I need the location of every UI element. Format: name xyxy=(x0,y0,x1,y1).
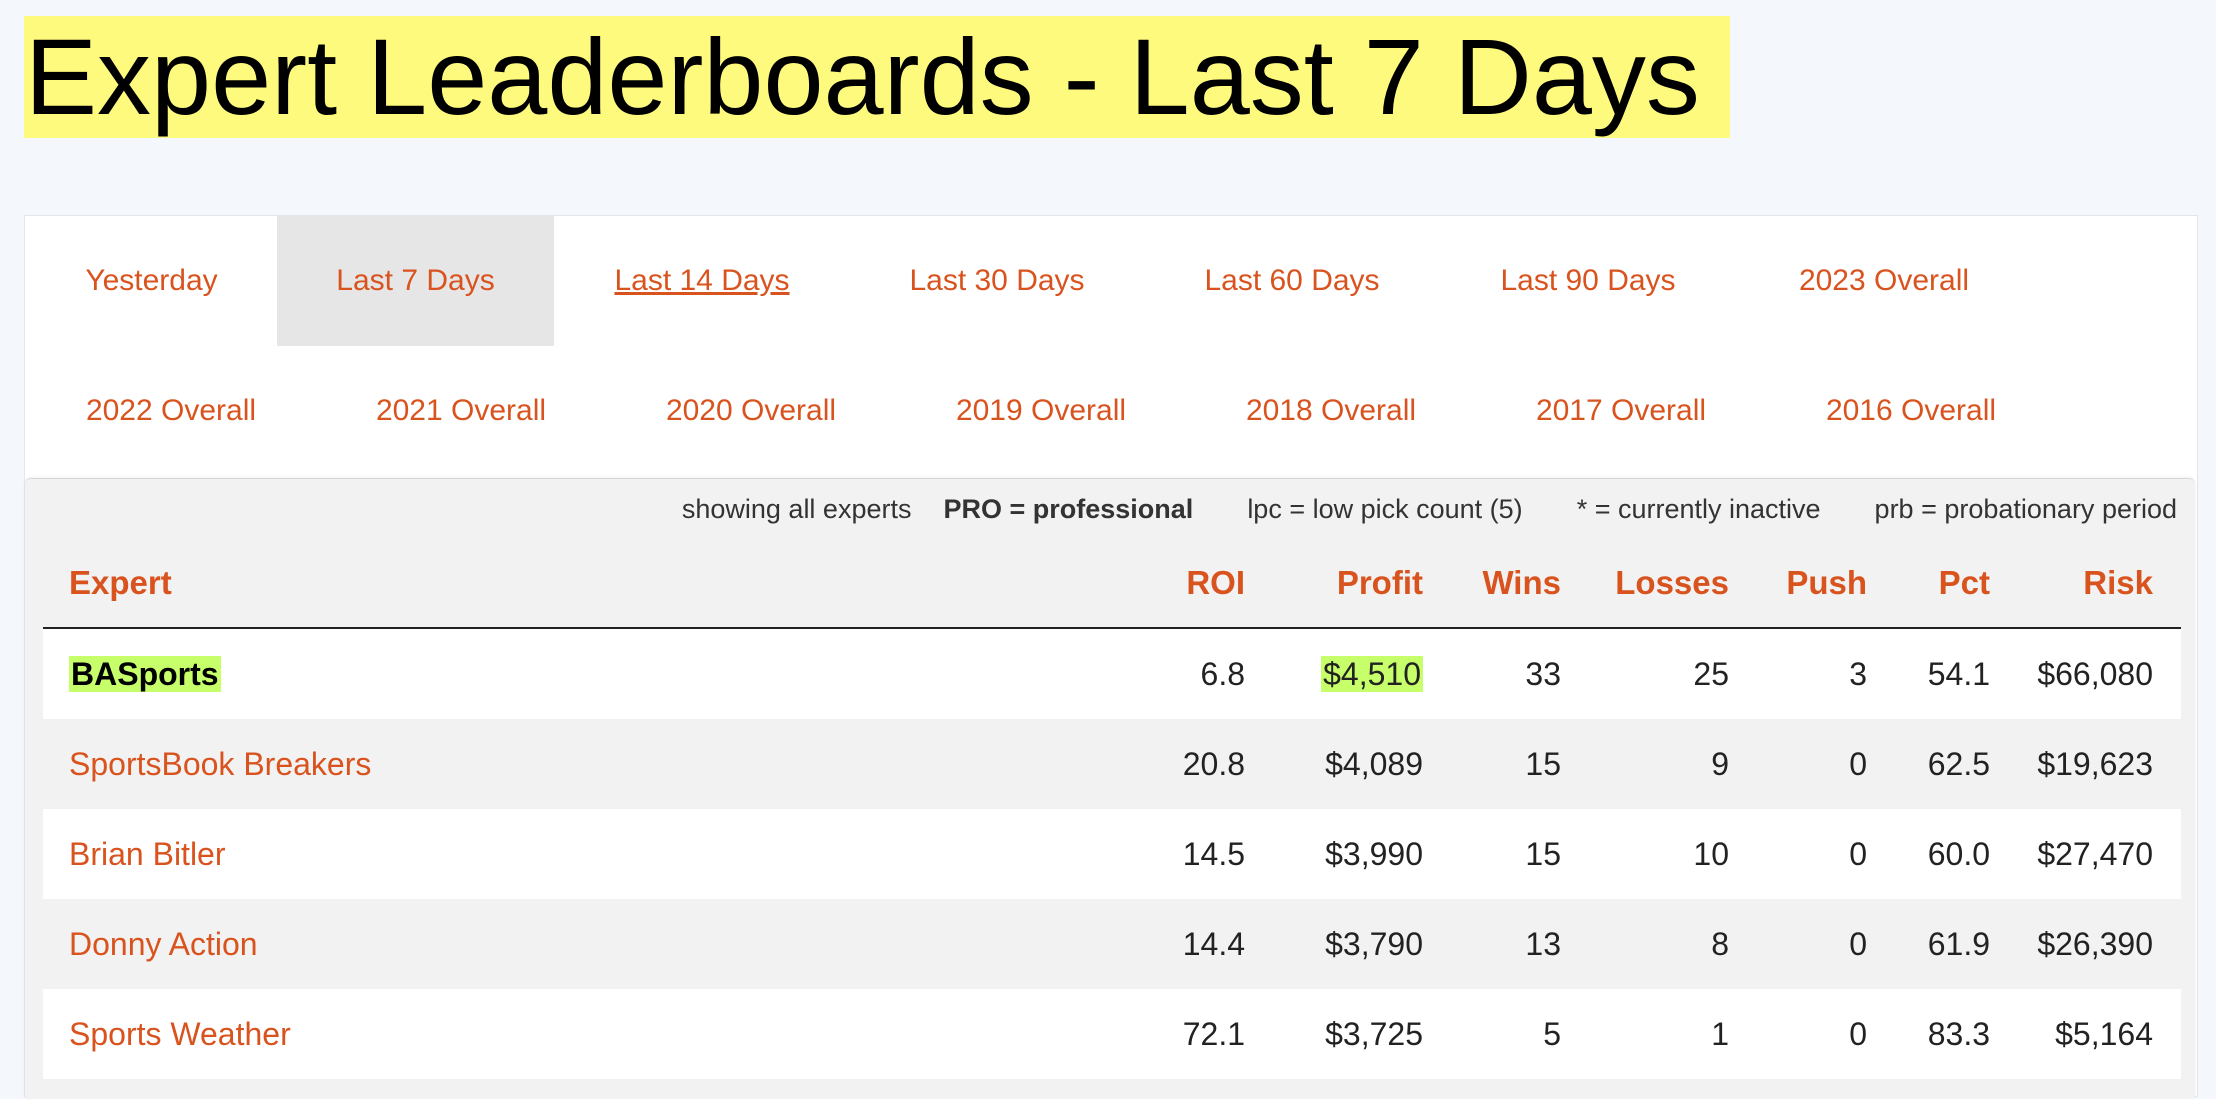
table-row: Sports Weather 72.1 $3,725 5 1 0 83.3 $5… xyxy=(43,989,2181,1079)
expert-cell[interactable]: BASports xyxy=(43,628,1095,719)
roi-cell: 72.1 xyxy=(1095,989,1273,1079)
table-row: BASports 6.8 $4,510 33 25 3 54.1 $66,080 xyxy=(43,628,2181,719)
header-profit[interactable]: Profit xyxy=(1273,539,1451,629)
losses-cell: 25 xyxy=(1589,628,1757,719)
table-row: Brian Bitler 14.5 $3,990 15 10 0 60.0 $2… xyxy=(43,809,2181,899)
table-header-row: Expert ROI Profit Wins Losses Push Pct R… xyxy=(43,539,2181,629)
push-cell: 0 xyxy=(1757,989,1895,1079)
pct-cell: 54.1 xyxy=(1895,628,2018,719)
tab-yesterday[interactable]: Yesterday xyxy=(85,264,218,297)
legend-showing: showing all experts xyxy=(681,493,912,524)
risk-cell: $66,080 xyxy=(2018,628,2181,719)
period-tabs-row-2: 2022 Overall 2021 Overall 2020 Overall 2… xyxy=(26,346,2056,476)
tab-2019-overall[interactable]: 2019 Overall xyxy=(955,394,1127,427)
table-row: SportsBook Breakers 20.8 $4,089 15 9 0 6… xyxy=(43,719,2181,809)
header-losses[interactable]: Losses xyxy=(1589,539,1757,629)
header-roi[interactable]: ROI xyxy=(1095,539,1273,629)
wins-cell: 5 xyxy=(1451,989,1589,1079)
expert-link[interactable]: Sports Weather xyxy=(43,989,1095,1079)
tab-2020-overall[interactable]: 2020 Overall xyxy=(665,394,837,427)
legend-pro: PRO = professional xyxy=(943,493,1194,524)
tab-last-60-days[interactable]: Last 60 Days xyxy=(1204,264,1380,297)
tab-last-7-days[interactable]: Last 7 Days xyxy=(277,216,554,346)
tab-last-30-days[interactable]: Last 30 Days xyxy=(909,264,1085,297)
leaderboard-board: showing all experts PRO = professional l… xyxy=(25,478,2195,1099)
push-cell: 0 xyxy=(1757,899,1895,989)
tab-2018-overall[interactable]: 2018 Overall xyxy=(1245,394,1417,427)
legend-inactive: * = currently inactive xyxy=(1576,493,1821,524)
expert-link[interactable]: SportsBook Breakers xyxy=(43,719,1095,809)
tab-last-90-days[interactable]: Last 90 Days xyxy=(1500,264,1676,297)
leaderboard-table: Expert ROI Profit Wins Losses Push Pct R… xyxy=(43,539,2181,1079)
legend-prb: prb = probationary period xyxy=(1874,493,2177,524)
expert-link[interactable]: Donny Action xyxy=(43,899,1095,989)
legend: showing all experts PRO = professional l… xyxy=(682,489,2177,529)
tab-last-14-days[interactable]: Last 14 Days xyxy=(614,264,790,297)
losses-cell: 10 xyxy=(1589,809,1757,899)
expert-name-highlighted[interactable]: BASports xyxy=(69,655,221,692)
risk-cell: $5,164 xyxy=(2018,989,2181,1079)
roi-cell: 20.8 xyxy=(1095,719,1273,809)
losses-cell: 9 xyxy=(1589,719,1757,809)
roi-cell: 6.8 xyxy=(1095,628,1273,719)
page-title: Expert Leaderboards - Last 7 Days xyxy=(24,16,1730,138)
pct-cell: 62.5 xyxy=(1895,719,2018,809)
wins-cell: 13 xyxy=(1451,899,1589,989)
profit-highlighted: $4,510 xyxy=(1321,655,1423,692)
pct-cell: 60.0 xyxy=(1895,809,2018,899)
header-risk[interactable]: Risk xyxy=(2018,539,2181,629)
risk-cell: $19,623 xyxy=(2018,719,2181,809)
roi-cell: 14.4 xyxy=(1095,899,1273,989)
expert-link[interactable]: Brian Bitler xyxy=(43,809,1095,899)
profit-cell: $3,790 xyxy=(1273,899,1451,989)
push-cell: 0 xyxy=(1757,719,1895,809)
roi-cell: 14.5 xyxy=(1095,809,1273,899)
push-cell: 3 xyxy=(1757,628,1895,719)
risk-cell: $26,390 xyxy=(2018,899,2181,989)
header-wins[interactable]: Wins xyxy=(1451,539,1589,629)
tab-2022-overall[interactable]: 2022 Overall xyxy=(85,394,257,427)
profit-cell: $4,510 xyxy=(1273,628,1451,719)
profit-cell: $3,990 xyxy=(1273,809,1451,899)
profit-cell: $4,089 xyxy=(1273,719,1451,809)
wins-cell: 15 xyxy=(1451,809,1589,899)
losses-cell: 8 xyxy=(1589,899,1757,989)
profit-cell: $3,725 xyxy=(1273,989,1451,1079)
tab-2023-overall[interactable]: 2023 Overall xyxy=(1798,264,1970,297)
header-expert[interactable]: Expert xyxy=(43,539,1095,629)
tab-2017-overall[interactable]: 2017 Overall xyxy=(1535,394,1707,427)
push-cell: 0 xyxy=(1757,809,1895,899)
losses-cell: 1 xyxy=(1589,989,1757,1079)
leaderboard-panel: Yesterday Last 7 Days Last 14 Days Last … xyxy=(24,215,2198,1099)
risk-cell: $27,470 xyxy=(2018,809,2181,899)
pct-cell: 83.3 xyxy=(1895,989,2018,1079)
table-row: Donny Action 14.4 $3,790 13 8 0 61.9 $26… xyxy=(43,899,2181,989)
pct-cell: 61.9 xyxy=(1895,899,2018,989)
wins-cell: 15 xyxy=(1451,719,1589,809)
wins-cell: 33 xyxy=(1451,628,1589,719)
tab-2021-overall[interactable]: 2021 Overall xyxy=(375,394,547,427)
tab-2016-overall[interactable]: 2016 Overall xyxy=(1825,394,1997,427)
header-push[interactable]: Push xyxy=(1757,539,1895,629)
header-pct[interactable]: Pct xyxy=(1895,539,2018,629)
legend-lpc: lpc = low pick count (5) xyxy=(1247,493,1523,524)
period-tabs-row-1: Yesterday Last 7 Days Last 14 Days Last … xyxy=(26,216,2032,346)
